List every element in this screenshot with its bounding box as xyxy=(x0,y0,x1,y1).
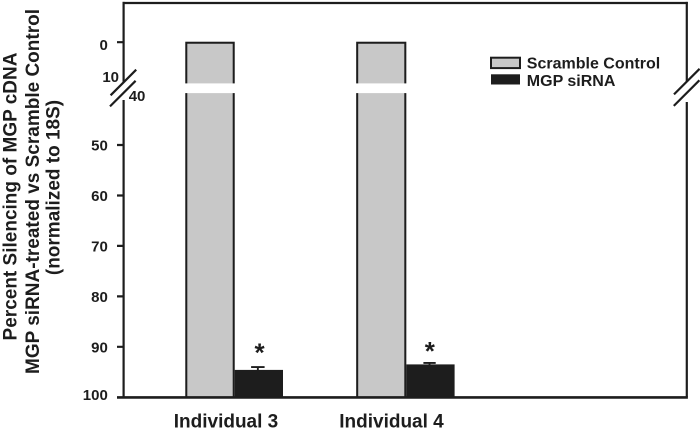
svg-text:70: 70 xyxy=(91,239,108,256)
svg-text:100: 100 xyxy=(83,387,108,404)
svg-text:50: 50 xyxy=(91,138,108,155)
svg-text:Individual 4: Individual 4 xyxy=(339,411,444,431)
svg-text:*: * xyxy=(255,338,266,368)
svg-text:40: 40 xyxy=(129,88,146,105)
svg-text:Scramble Control: Scramble Control xyxy=(527,56,660,73)
svg-text:MGP siRNA: MGP siRNA xyxy=(527,73,616,90)
svg-text:(normalized to 18S): (normalized to 18S) xyxy=(44,100,65,275)
svg-text:Percent Silencing of MGP cDNA: Percent Silencing of MGP cDNA xyxy=(1,52,22,340)
svg-text:MGP siRNA-treated vs Scramble: MGP siRNA-treated vs Scramble Control xyxy=(23,9,44,374)
svg-text:0: 0 xyxy=(99,37,107,54)
svg-text:Individual 3: Individual 3 xyxy=(174,411,279,431)
svg-text:*: * xyxy=(425,336,436,366)
svg-text:60: 60 xyxy=(91,188,108,205)
svg-text:90: 90 xyxy=(91,339,108,356)
svg-text:80: 80 xyxy=(91,289,108,306)
svg-text:10: 10 xyxy=(102,69,119,86)
